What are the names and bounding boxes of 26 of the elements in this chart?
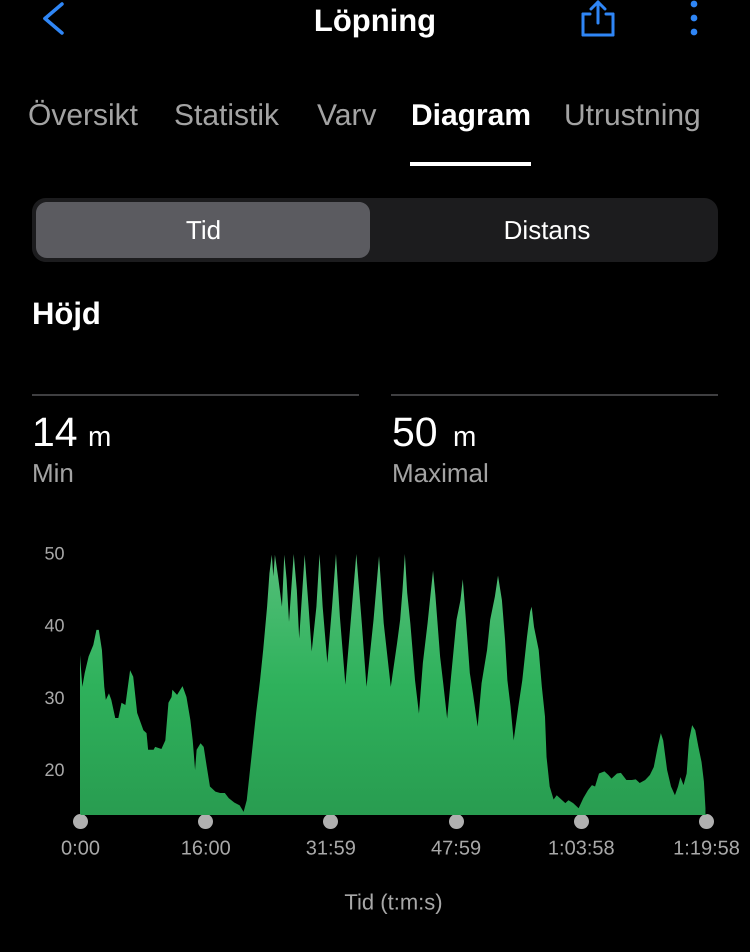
- text: Löpning: [314, 3, 436, 38]
- y-tick-label: 40: [44, 616, 65, 636]
- x-tick-label: 47:59: [431, 838, 482, 860]
- text: Varv: [317, 99, 376, 132]
- text: Diagram: [411, 99, 532, 132]
- x-tick-label: 31:59: [306, 838, 356, 860]
- text: Statistik: [174, 99, 280, 132]
- text: m: [88, 421, 112, 452]
- x-tick-label: 0:00: [61, 838, 100, 860]
- x-tick-label: 1:19:58: [673, 838, 740, 860]
- y-tick-label: 50: [44, 544, 65, 564]
- x-tick-label: 1:03:58: [548, 838, 615, 860]
- text: 14: [32, 409, 78, 455]
- text: Tid: [186, 215, 222, 245]
- text: Min: [32, 458, 74, 488]
- text: Maximal: [392, 458, 489, 488]
- text: Utrustning: [564, 99, 701, 132]
- text: Översikt: [28, 99, 139, 132]
- x-axis-title: Tid (t:m:s): [344, 890, 443, 914]
- x-tick-label: 16:00: [180, 838, 231, 860]
- y-tick-label: 30: [44, 688, 65, 708]
- text: 50: [392, 409, 438, 455]
- y-tick-label: 20: [44, 760, 65, 780]
- text: m: [453, 421, 476, 452]
- chart-title: Höjd: [32, 296, 101, 331]
- text: Distans: [504, 215, 590, 245]
